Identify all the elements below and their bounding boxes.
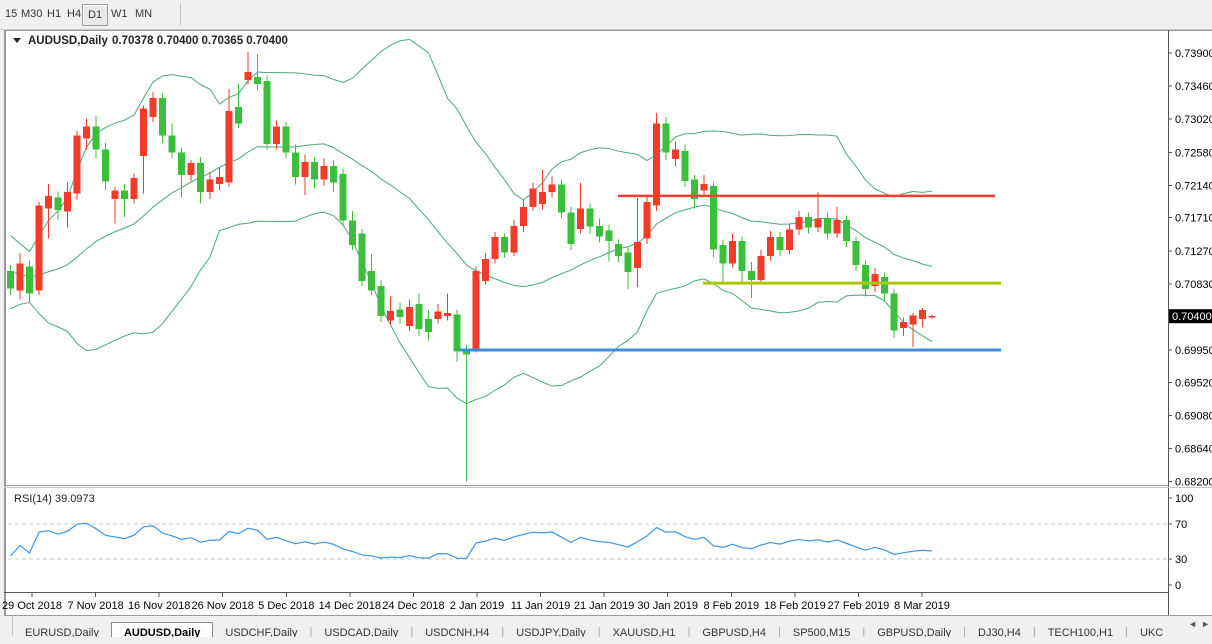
- tab-gbpusd-h4[interactable]: GBPUSD,H4: [702, 627, 766, 638]
- date-tick-label: 16 Nov 2018: [128, 600, 190, 612]
- rsi-scale-label: 70: [1175, 519, 1187, 531]
- tab-ukc[interactable]: UKC: [1139, 627, 1164, 638]
- tab-divider: |: [309, 626, 313, 638]
- tab-dj30-h4[interactable]: DJ30,H4: [978, 627, 1021, 638]
- tab-divider: |: [501, 626, 505, 638]
- tab-scroll-right-icon[interactable]: ►: [1201, 619, 1210, 629]
- date-tick-label: 8 Feb 2019: [703, 600, 759, 612]
- bottom-strip: [4, 637, 1212, 644]
- chart-title-quotes: 0.70378 0.70400 0.70365 0.70400: [112, 35, 288, 47]
- tab-divider: |: [1032, 626, 1036, 638]
- bollinger-bands: [10, 38, 933, 405]
- date-tick-label: 27 Feb 2019: [828, 600, 890, 612]
- horizontal-line-objects[interactable]: [460, 194, 1001, 352]
- tab-usdcnh-h4[interactable]: USDCNH,H4: [425, 627, 490, 638]
- price-tick-label: 0.71710: [1175, 213, 1212, 225]
- tab-usdjpy-daily[interactable]: USDJPY,Daily: [516, 627, 586, 638]
- rsi-scale-label: 100: [1175, 493, 1193, 505]
- price-tick-label: 0.73460: [1175, 81, 1212, 93]
- price-tick-label: 0.72140: [1175, 180, 1212, 192]
- tab-divider: |: [778, 626, 781, 638]
- tab-usdcad-daily[interactable]: USDCAD,Daily: [324, 627, 399, 638]
- date-tick-label: 7 Nov 2018: [67, 600, 123, 612]
- date-tick-label: 21 Jan 2019: [574, 600, 635, 612]
- timeframe-button-d1[interactable]: D1: [82, 4, 109, 26]
- current-price-tag: 0.70400: [1169, 309, 1212, 324]
- date-tick-label: 29 Oct 2018: [2, 600, 62, 612]
- tab-divider: |: [410, 626, 414, 638]
- rsi-scale-label: 0: [1175, 580, 1181, 592]
- tab-divider: |: [597, 626, 601, 638]
- chart-title-symbol: AUDUSD,Daily: [28, 35, 108, 47]
- rsi-panel: 100 70 30 0: [8, 493, 1193, 592]
- tab-stub: [4, 616, 13, 636]
- date-axis[interactable]: 29 Oct 2018 7 Nov 2018 16 Nov 2018 26 Nov 2…: [2, 593, 950, 612]
- chart-title: AUDUSD,Daily 0.70378 0.70400 0.70365 0.7…: [13, 35, 288, 47]
- rsi-scale-label: 30: [1175, 554, 1187, 566]
- price-tick-label: 0.70830: [1175, 279, 1212, 291]
- date-tick-label: 5 Dec 2018: [258, 600, 314, 612]
- tab-audusd-daily[interactable]: AUDUSD,Daily: [110, 622, 214, 637]
- date-tick-label: 30 Jan 2019: [637, 600, 698, 612]
- tab-usdchf-daily[interactable]: USDCHF,Daily: [225, 627, 298, 638]
- chart-window: [4, 30, 1212, 637]
- date-tick-label: 14 Dec 2018: [319, 600, 381, 612]
- tab-sp500-m15[interactable]: SP500,M15: [792, 627, 851, 638]
- tab-divider: |: [862, 626, 866, 638]
- toolbar-separator: [180, 3, 181, 25]
- tab-scroll-left-icon[interactable]: ◄: [1188, 619, 1198, 629]
- price-tick-label: 0.68640: [1175, 444, 1212, 456]
- timeframe-button-h1[interactable]: H1: [47, 8, 62, 20]
- tab-tech100-h1[interactable]: TECH100,H1: [1047, 627, 1114, 638]
- date-tick-label: 11 Jan 2019: [511, 600, 571, 612]
- price-tick-label: 0.69080: [1175, 410, 1212, 422]
- price-tick-label: 0.73900: [1175, 48, 1212, 60]
- price-tick-label: 0.71270: [1175, 246, 1212, 258]
- chart-frame-lines: [4, 30, 1212, 616]
- date-tick-label: 26 Nov 2018: [192, 600, 254, 612]
- date-tick-label: 2 Jan 2019: [450, 600, 504, 612]
- tab-divider: |: [1125, 626, 1128, 638]
- price-tick-label: 0.73020: [1175, 114, 1212, 126]
- tab-xauusd-h1[interactable]: XAUUSD,H1: [612, 627, 676, 638]
- tab-divider: |: [963, 626, 967, 638]
- svg-text:0.70400: 0.70400: [1172, 311, 1212, 323]
- candles-layer: [7, 52, 936, 482]
- timeframe-button-15[interactable]: 15: [5, 8, 18, 20]
- timeframes-toolbar: 15 M30 H1 H4 D1 W1 MN: [0, 0, 1212, 30]
- price-tick-label: 0.69950: [1175, 345, 1212, 357]
- symbol-tab-bar: EURUSD,Daily AUDUSD,Daily USDCHF,Daily | USD…: [4, 616, 1212, 638]
- tab-scroll-controls: ◄ ►: [1180, 619, 1210, 629]
- symbol-dropdown-icon[interactable]: [13, 38, 21, 43]
- timeframe-button-h4[interactable]: H4: [67, 8, 82, 20]
- date-tick-label: 18 Feb 2019: [764, 600, 826, 612]
- date-tick-label: 24 Dec 2018: [382, 600, 444, 612]
- timeframe-button-mn[interactable]: MN: [135, 8, 153, 20]
- date-tick-label: 8 Mar 2019: [894, 600, 950, 612]
- rsi-indicator-label: RSI(14) 39.0973: [14, 493, 95, 505]
- rsi-line: [10, 522, 933, 560]
- price-tick-label: 0.69520: [1175, 377, 1212, 389]
- timeframe-button-m30[interactable]: M30: [21, 8, 43, 20]
- price-tick-label: 0.68200: [1175, 477, 1212, 489]
- timeframe-button-w1[interactable]: W1: [111, 8, 128, 20]
- tab-gbpusd-daily[interactable]: GBPUSD,Daily: [877, 627, 952, 638]
- price-tick-label: 0.72580: [1175, 147, 1212, 159]
- tab-divider: |: [687, 626, 691, 638]
- price-axis[interactable]: 0.73900 0.73460 0.73020 0.72580 0.72140 0.717…: [1168, 48, 1212, 489]
- tab-eurusd-daily[interactable]: EURUSD,Daily: [25, 627, 99, 638]
